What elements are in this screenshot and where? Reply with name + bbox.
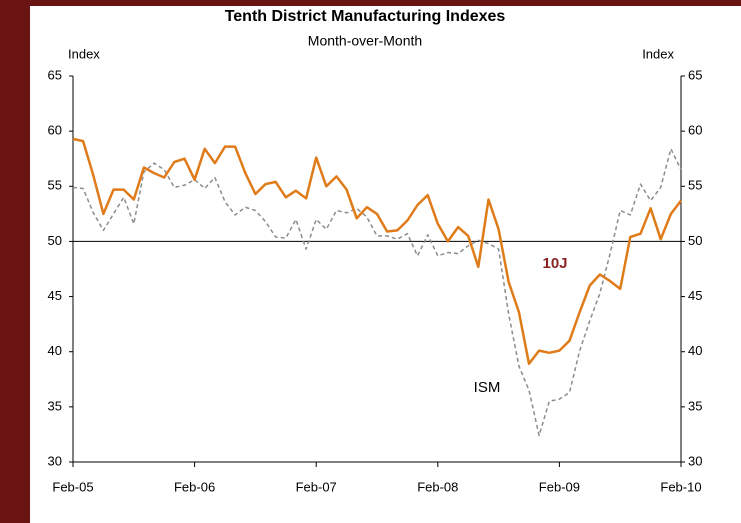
y2-tick-label: 50 bbox=[688, 233, 702, 248]
y-tick-label: 65 bbox=[48, 67, 62, 82]
y2-tick-label: 45 bbox=[688, 288, 702, 303]
x-tick-label: Feb-08 bbox=[417, 479, 458, 494]
y2-axis-label: Index bbox=[642, 46, 674, 61]
x-tick-label: Feb-07 bbox=[296, 479, 337, 494]
y2-tick-label: 55 bbox=[688, 178, 702, 193]
y-tick-label: 60 bbox=[48, 123, 62, 138]
x-tick-label: Feb-05 bbox=[52, 479, 93, 494]
y-tick-label: 45 bbox=[48, 288, 62, 303]
y2-tick-label: 30 bbox=[688, 453, 702, 468]
series-line bbox=[72, 148, 682, 437]
y-tick-label: 40 bbox=[48, 343, 62, 358]
series-label: ISM bbox=[474, 379, 501, 396]
chart-title: Tenth District Manufacturing Indexes bbox=[225, 8, 506, 25]
x-tick-label: Feb-06 bbox=[174, 479, 215, 494]
y2-tick-label: 40 bbox=[688, 343, 702, 358]
x-tick-label: Feb-09 bbox=[539, 479, 580, 494]
y-tick-label: 35 bbox=[48, 398, 62, 413]
x-tick-label: Feb-10 bbox=[660, 479, 701, 494]
y2-tick-label: 65 bbox=[688, 67, 702, 82]
y-axis-label: Index bbox=[68, 46, 100, 61]
y2-tick-label: 35 bbox=[688, 398, 702, 413]
chart-subtitle: Month-over-Month bbox=[308, 33, 422, 49]
y-tick-label: 55 bbox=[48, 178, 62, 193]
panel bbox=[30, 6, 741, 523]
y2-tick-label: 60 bbox=[688, 123, 702, 138]
y-tick-label: 50 bbox=[48, 233, 62, 248]
series-label: 10J bbox=[542, 255, 567, 272]
y-tick-label: 30 bbox=[48, 453, 62, 468]
series-line bbox=[72, 137, 682, 366]
